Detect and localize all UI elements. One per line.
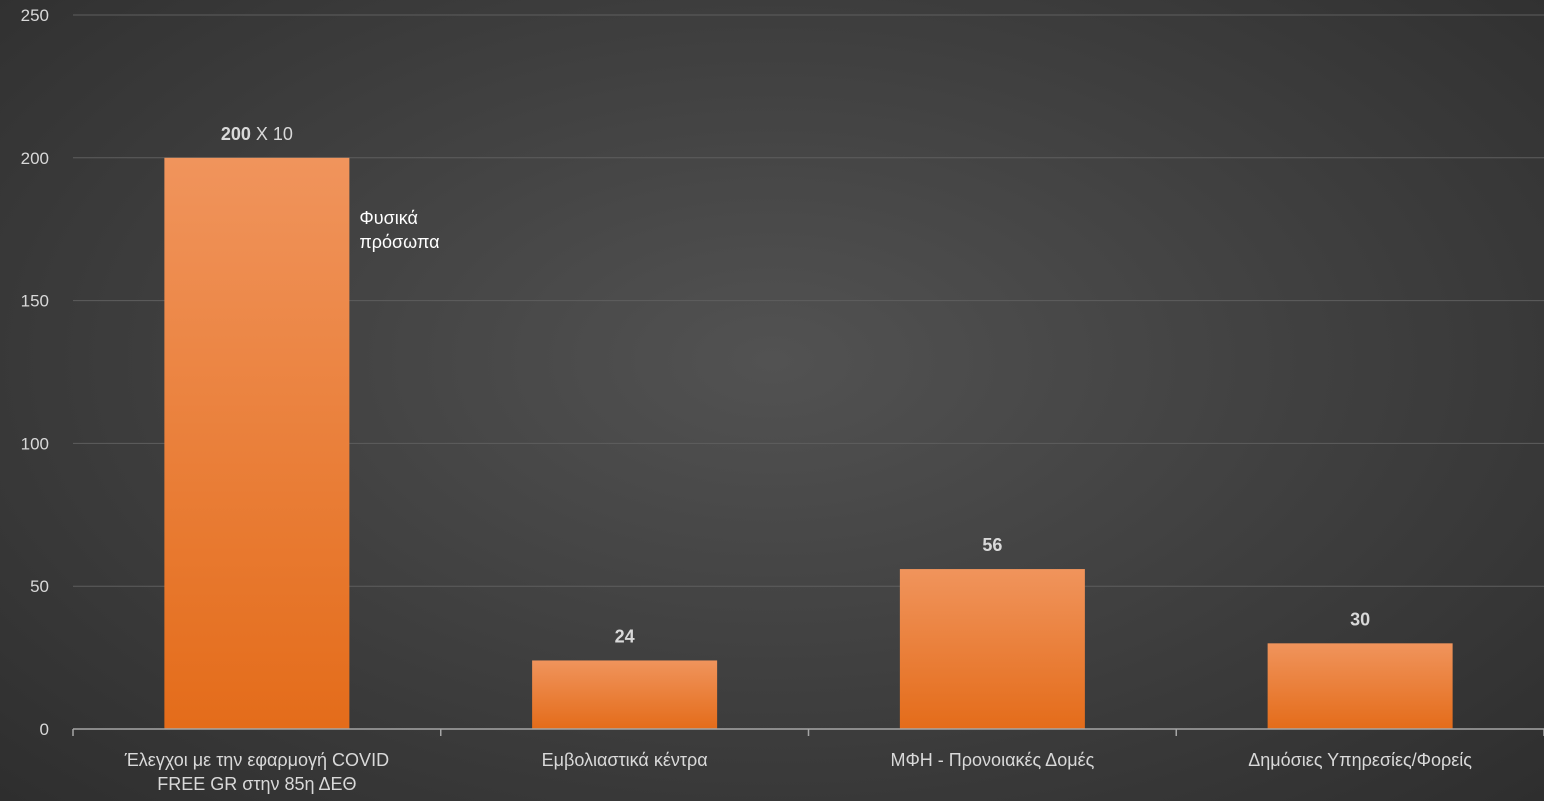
- y-tick-label: 0: [40, 720, 49, 739]
- y-tick-label: 100: [21, 434, 49, 453]
- bar: [899, 569, 1085, 729]
- annotation: Φυσικά πρόσωπα: [359, 208, 439, 252]
- data-label-value: 200: [221, 124, 251, 144]
- x-axis-category-labels: Έλεγχοι με την εφαρμογή COVID FREE GR στη…: [124, 750, 1473, 794]
- x-category-label-line: ΜΦΗ - Προνοιακές Δομές: [890, 750, 1094, 770]
- bar: [532, 660, 718, 729]
- x-category-label: Δημόσιες Υπηρεσίες/Φορείς: [1248, 750, 1472, 770]
- annotation-label: Φυσικά πρόσωπα: [359, 208, 439, 252]
- y-tick-label: 200: [21, 149, 49, 168]
- x-category-label-line: Εμβολιαστικά κέντρα: [542, 750, 708, 770]
- x-category-label-line: Έλεγχοι με την εφαρμογή COVID: [124, 750, 389, 770]
- x-category-label: Έλεγχοι με την εφαρμογή COVID FREE GR στη…: [124, 750, 389, 794]
- data-label: 24: [615, 626, 635, 646]
- x-category-label-line: Δημόσιες Υπηρεσίες/Φορείς: [1248, 750, 1472, 770]
- data-labels: 200 Χ 10 24 56 30: [221, 124, 1370, 647]
- y-axis-tick-labels: 0 50 100 150 200 250: [21, 6, 49, 739]
- y-tick-label: 250: [21, 6, 49, 25]
- x-category-label: ΜΦΗ - Προνοιακές Δομές: [890, 750, 1094, 770]
- data-label-value: 24: [615, 626, 635, 646]
- data-label: 56: [982, 535, 1002, 555]
- x-category-label-line: FREE GR στην 85η ΔΕΘ: [157, 774, 356, 794]
- bar: [164, 157, 350, 730]
- data-label-value: 30: [1350, 609, 1370, 629]
- annotation-line: Φυσικά: [359, 208, 418, 228]
- data-label: 200 Χ 10: [221, 124, 293, 144]
- data-label: 30: [1350, 609, 1370, 629]
- bar: [1267, 643, 1453, 729]
- bars: [164, 157, 1453, 730]
- data-label-value: 56: [982, 535, 1002, 555]
- x-axis: [72, 728, 1544, 736]
- annotation-line: πρόσωπα: [359, 232, 439, 252]
- y-tick-label: 150: [21, 292, 49, 311]
- y-tick-label: 50: [30, 577, 49, 596]
- x-category-label: Εμβολιαστικά κέντρα: [542, 750, 708, 770]
- data-label-suffix: Χ 10: [251, 124, 293, 144]
